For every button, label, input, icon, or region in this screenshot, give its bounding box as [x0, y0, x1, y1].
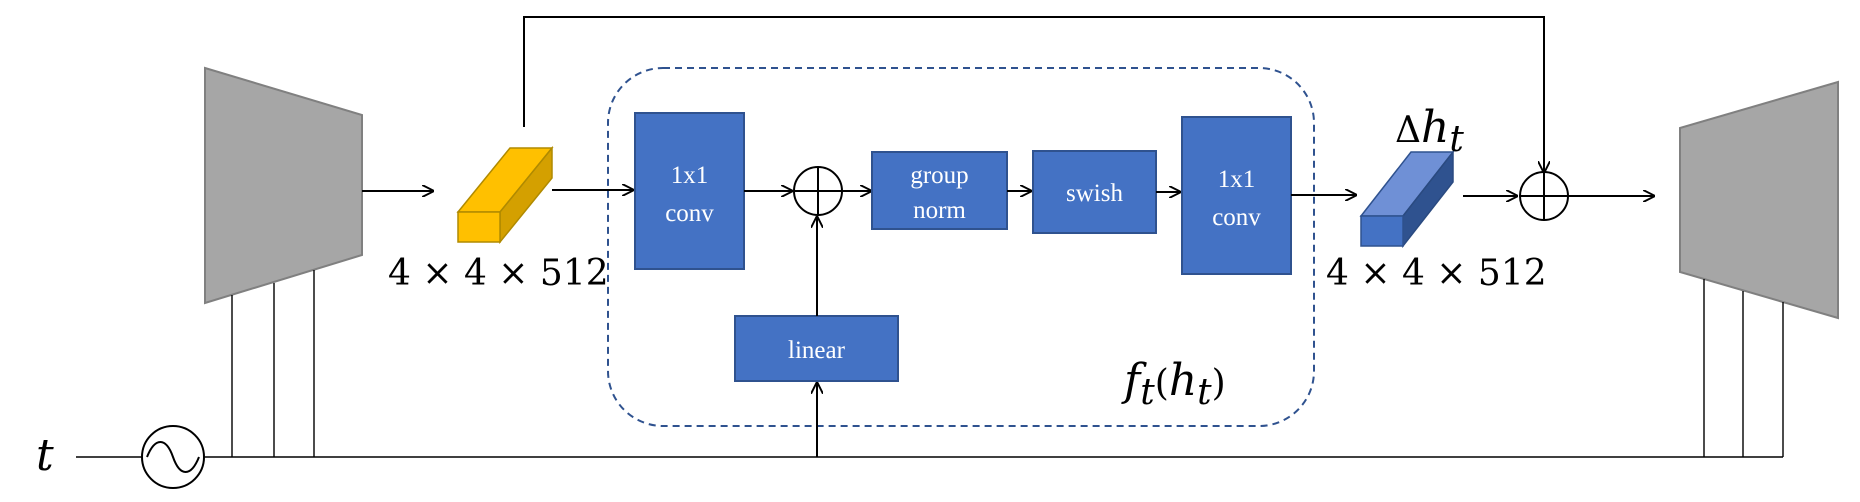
conv-out-block: 1x1 conv — [1181, 116, 1292, 275]
linear-label: linear — [788, 337, 846, 364]
conv-out-label-line2: conv — [1212, 204, 1261, 231]
conv-in-label-line2: conv — [665, 200, 714, 227]
tensor-h-shape-label: 4 × 4 × 512 — [388, 253, 609, 294]
tensor-delta-shape-label: 4 × 4 × 512 — [1326, 253, 1547, 294]
tensor-h-yellow — [456, 145, 554, 245]
sum-node-2 — [1519, 171, 1569, 221]
encoder-time-connectors — [231, 270, 315, 457]
time-input-label: t — [36, 430, 54, 481]
swish-label: swish — [1066, 180, 1123, 207]
group-norm-label-line2: norm — [913, 197, 966, 224]
conv-in-block: 1x1 conv — [634, 112, 745, 270]
module-label: ft(ht) — [1121, 355, 1226, 413]
decoder-time-connectors — [1703, 279, 1784, 457]
skip-connection-arrow — [523, 16, 1544, 172]
sum-node-1 — [793, 166, 843, 216]
swish-block: swish — [1032, 150, 1157, 234]
sinusoid-icon — [141, 425, 205, 489]
group-norm-label-line1: group — [910, 162, 968, 189]
delta-h-label: Δht — [1395, 102, 1464, 160]
linear-block: linear — [734, 315, 899, 382]
conv-out-label-line1: 1x1 — [1218, 166, 1256, 193]
module-boundary — [607, 67, 1315, 427]
tensor-delta-h-blue — [1359, 149, 1455, 249]
decoder-trapezoid — [1679, 80, 1839, 320]
conv-in-label-line1: 1x1 — [671, 162, 709, 189]
group-norm-block: group norm — [871, 151, 1008, 230]
encoder-trapezoid — [204, 66, 363, 305]
